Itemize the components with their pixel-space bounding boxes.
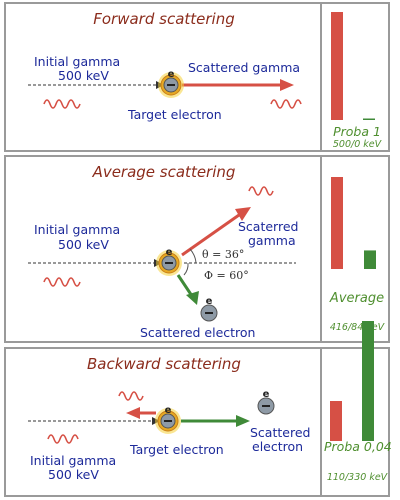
scattered-gamma-arrow [181, 213, 240, 257]
gamma-energy-bar [330, 401, 342, 441]
scattered-electron-icon: e [200, 296, 218, 322]
scattered-gamma-label: Scattered gamma [188, 60, 301, 75]
forward-diagram: e [28, 12, 375, 120]
scattered-gamma-wave-icon [270, 99, 302, 109]
electron-symbol: e [206, 296, 213, 307]
forward-energy-split: 500/0 keV [332, 139, 382, 150]
electron-symbol: e [168, 69, 175, 80]
initial-gamma-wave-icon [43, 277, 81, 287]
electron-energy-bar [364, 250, 376, 269]
scattered-electron-icon: e [257, 389, 275, 415]
initial-energy-label: 500 keV [48, 467, 99, 482]
electron-symbol: e [263, 389, 270, 400]
scattered-electron-label-2: electron [252, 439, 304, 454]
phi-arc [183, 262, 189, 276]
target-electron-label: Target electron [130, 442, 224, 457]
average-title: Average scattering [92, 163, 236, 181]
initial-gamma-label: Initial gamma [34, 222, 121, 237]
forward-scattering-panel: Forward scattering e Initial gamma 500 k… [4, 2, 390, 152]
initial-energy-label: 500 keV [58, 237, 109, 252]
phi-angle-label: Φ = 60° [204, 269, 249, 282]
scattered-electron-arrowhead [236, 415, 250, 427]
average-energy-split: 416/84 keV [329, 322, 385, 333]
scattered-gamma-label-2: gamma [248, 233, 296, 248]
electron-icon: e [156, 247, 182, 276]
initial-gamma-label: Initial gamma [34, 54, 121, 69]
forward-title: Forward scattering [93, 10, 235, 28]
backscattered-gamma-wave-icon [118, 391, 144, 401]
target-electron-label: Target electron [128, 107, 222, 122]
scattered-electron-arrowhead [186, 291, 199, 305]
theta-angle-label: θ = 36° [202, 248, 245, 261]
electron-energy-bar [363, 118, 375, 120]
initial-gamma-wave-icon [43, 99, 81, 109]
panel-divider [320, 349, 322, 495]
backward-probability: Proba 0,04 [324, 439, 392, 454]
electron-icon: e [155, 405, 181, 434]
electron-energy-bar [362, 321, 374, 441]
initial-gamma-label: Initial gamma [30, 453, 117, 468]
panel-divider [320, 4, 322, 150]
backward-diagram: e e [28, 321, 374, 444]
initial-energy-label: 500 keV [58, 68, 109, 83]
electron-icon: e [158, 69, 184, 98]
scattered-gamma-wave-icon [248, 186, 274, 196]
electron-symbol: e [166, 247, 173, 258]
scattered-gamma-arrowhead [235, 207, 251, 221]
scattered-electron-label: Scattered electron [140, 325, 256, 340]
forward-probability: Proba 1 [333, 124, 381, 139]
backward-scattering-panel: Backward scattering e e Target [4, 321, 392, 497]
scattered-gamma-arrowhead [126, 407, 140, 419]
panel-divider [320, 157, 322, 341]
scattered-gamma-arrowhead [280, 79, 294, 91]
scattered-electron-arrow [176, 274, 194, 297]
backward-energy-split: 110/330 keV [326, 472, 388, 483]
gamma-energy-bar [331, 177, 343, 269]
theta-arc [189, 248, 197, 264]
electron-symbol: e [165, 405, 172, 416]
backward-title: Backward scattering [87, 355, 241, 373]
initial-gamma-wave-icon [47, 434, 79, 444]
average-scattering-panel: Average scattering e e [4, 155, 390, 343]
average-diagram: e e [28, 177, 376, 322]
scattered-gamma-label-1: Scaterred [238, 219, 299, 234]
average-probability: Average [329, 291, 385, 306]
scattered-electron-label-1: Scattered [250, 425, 311, 440]
gamma-energy-bar [331, 12, 343, 120]
